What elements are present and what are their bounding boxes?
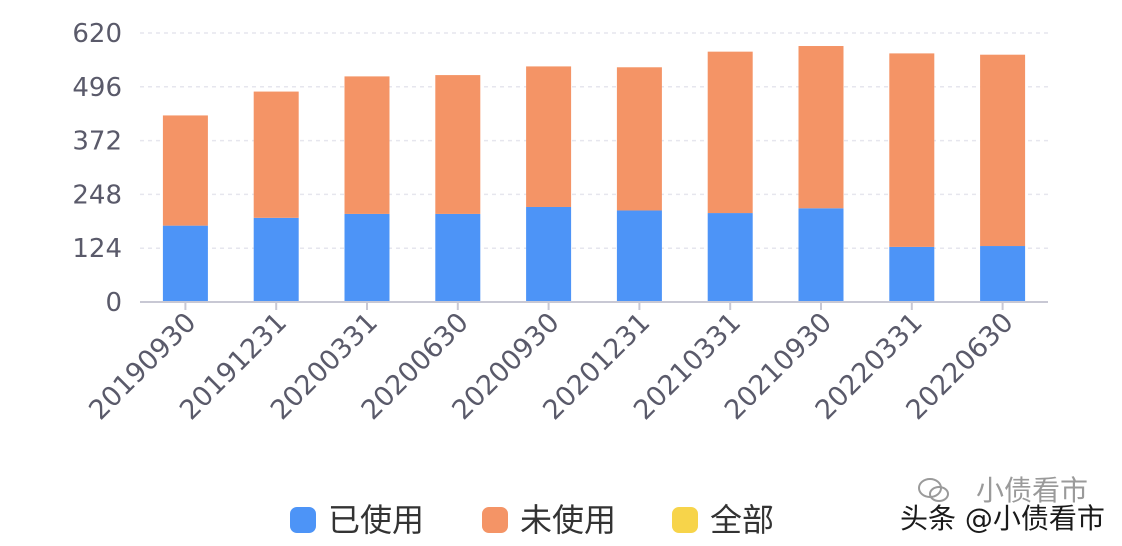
wechat-icon: [918, 478, 949, 502]
watermark-text: 头条 @小债看市: [900, 502, 1105, 535]
bar-unused: [344, 76, 390, 214]
legend-label: 未使用: [520, 501, 616, 539]
bar-used: [344, 213, 390, 302]
bar-unused: [435, 75, 481, 214]
bar-used: [526, 206, 572, 302]
x-axis: 2019093020191231202003312020063020200930…: [83, 301, 1048, 426]
watermark: 小债看市 头条 @小债看市: [900, 474, 1105, 535]
bar-unused: [253, 91, 299, 218]
y-tick-label: 372: [72, 127, 122, 157]
bar-used: [798, 208, 844, 302]
bar-unused: [526, 66, 572, 207]
y-tick-label: 620: [72, 19, 122, 49]
legend-label: 全部: [710, 501, 774, 539]
y-tick-label: 248: [72, 180, 122, 210]
bar-used: [253, 217, 299, 302]
bar-used: [980, 246, 1026, 302]
bar-used: [616, 210, 662, 302]
bars: [162, 46, 1026, 302]
y-tick-label: 124: [72, 234, 122, 264]
bar-unused: [162, 115, 208, 226]
legend-swatch: [482, 507, 508, 533]
bar-used: [162, 225, 208, 302]
y-axis-ticks: 0 124 248 372 496 620: [72, 19, 122, 318]
bar-unused: [889, 53, 935, 247]
legend-swatch: [672, 507, 698, 533]
bar-unused: [798, 46, 844, 209]
bar-used: [707, 213, 753, 302]
legend: 已使用 未使用 全部: [290, 501, 774, 539]
watermark-faint-text: 小债看市: [976, 474, 1088, 507]
bar-unused: [980, 54, 1026, 247]
bar-unused: [707, 51, 753, 214]
bar-used: [889, 246, 935, 302]
legend-label: 已使用: [328, 501, 424, 539]
y-tick-label: 0: [105, 288, 122, 318]
bar-unused: [616, 67, 662, 211]
bar-used: [435, 213, 481, 302]
y-tick-label: 496: [72, 73, 122, 103]
legend-swatch: [290, 507, 316, 533]
